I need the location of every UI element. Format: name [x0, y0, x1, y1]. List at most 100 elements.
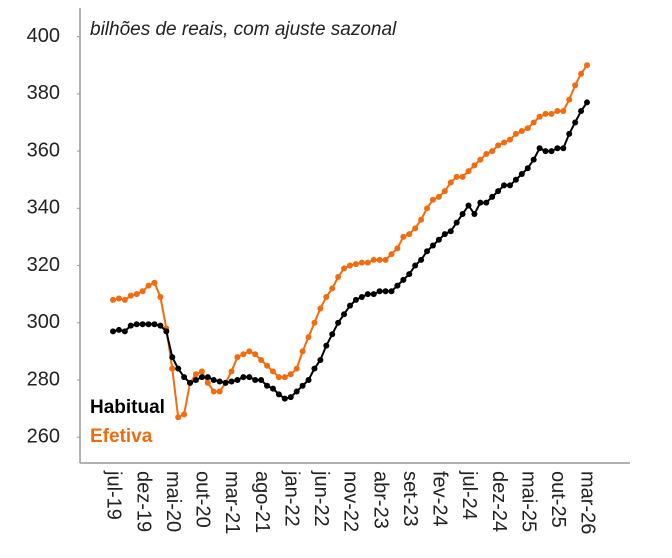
data-point [258, 377, 265, 384]
x-tick-label: set-23 [399, 471, 421, 527]
data-point [352, 296, 359, 303]
data-point [358, 259, 365, 266]
data-point [335, 319, 342, 326]
data-point [169, 365, 176, 372]
data-point [584, 62, 590, 69]
data-point [489, 148, 496, 155]
data-point [435, 236, 442, 243]
data-point [382, 256, 389, 263]
data-point [234, 377, 241, 384]
y-tick-label: 400 [27, 25, 60, 47]
data-point [370, 256, 377, 263]
data-point [181, 411, 188, 418]
data-point [145, 321, 152, 328]
data-point [512, 176, 519, 183]
data-point [198, 368, 205, 375]
data-point [246, 374, 253, 381]
data-point [281, 374, 288, 381]
data-point [453, 173, 460, 180]
data-point [566, 130, 573, 137]
data-point [495, 188, 502, 195]
data-point [323, 294, 330, 301]
data-point [501, 182, 508, 189]
data-point [382, 288, 389, 295]
data-point [299, 348, 306, 355]
data-point [228, 368, 235, 375]
data-point [542, 110, 549, 117]
data-point [560, 108, 567, 115]
y-tick-label: 260 [27, 426, 60, 448]
data-point [441, 188, 448, 195]
data-point [299, 382, 306, 389]
data-point [121, 328, 128, 335]
data-point [281, 395, 288, 402]
data-point [139, 321, 146, 328]
y-tick-label: 280 [27, 368, 60, 390]
data-point [501, 139, 508, 146]
data-point [293, 388, 300, 395]
data-point [364, 291, 371, 298]
data-point [258, 356, 265, 363]
data-point [329, 331, 336, 338]
data-point [376, 288, 383, 295]
data-point [489, 193, 496, 200]
data-point [435, 193, 442, 200]
data-point [269, 385, 276, 392]
data-point [530, 156, 537, 163]
data-point [424, 205, 431, 212]
data-point [192, 377, 199, 384]
x-tick-label: out-25 [547, 471, 569, 528]
data-point [584, 99, 590, 106]
data-point [429, 196, 436, 203]
data-point [311, 365, 318, 372]
data-point [347, 302, 353, 309]
data-point [536, 113, 543, 120]
data-point [127, 322, 134, 329]
data-point [246, 348, 253, 355]
data-point [252, 377, 259, 384]
data-point [418, 256, 425, 263]
data-point [264, 382, 271, 389]
data-point [465, 168, 472, 175]
data-point [400, 276, 407, 283]
data-point [578, 70, 585, 77]
data-point [412, 262, 419, 269]
data-point [127, 292, 134, 299]
x-tick-label: out-20 [192, 471, 214, 528]
x-tick-label: mar-26 [577, 471, 599, 534]
data-point [536, 145, 543, 152]
data-point [222, 379, 229, 386]
data-point [388, 251, 395, 258]
data-point [133, 321, 140, 328]
data-point [204, 379, 211, 386]
data-point [364, 259, 371, 266]
data-point [376, 256, 383, 263]
x-tick-label: jan-22 [280, 470, 302, 527]
data-point [524, 125, 531, 132]
data-point [329, 285, 336, 292]
data-point [341, 265, 348, 272]
data-point [287, 371, 294, 378]
data-point [335, 273, 342, 280]
data-point [169, 354, 176, 361]
data-point [181, 374, 188, 381]
data-point [341, 311, 348, 318]
data-point [459, 211, 466, 218]
data-point [317, 305, 324, 312]
data-point [512, 130, 519, 137]
data-point [175, 365, 182, 372]
x-tick-label: mai-25 [517, 471, 539, 532]
data-point [311, 319, 318, 326]
y-tick-label: 360 [27, 139, 60, 161]
y-tick-label: 300 [27, 311, 60, 333]
y-tick-label: 340 [27, 197, 60, 219]
x-tick-label: ago-21 [251, 471, 273, 533]
data-point [400, 233, 407, 240]
data-point [204, 374, 211, 381]
data-point [406, 271, 413, 278]
data-point [465, 202, 472, 209]
data-point [352, 261, 359, 268]
data-point [447, 179, 454, 186]
data-point [216, 388, 223, 395]
